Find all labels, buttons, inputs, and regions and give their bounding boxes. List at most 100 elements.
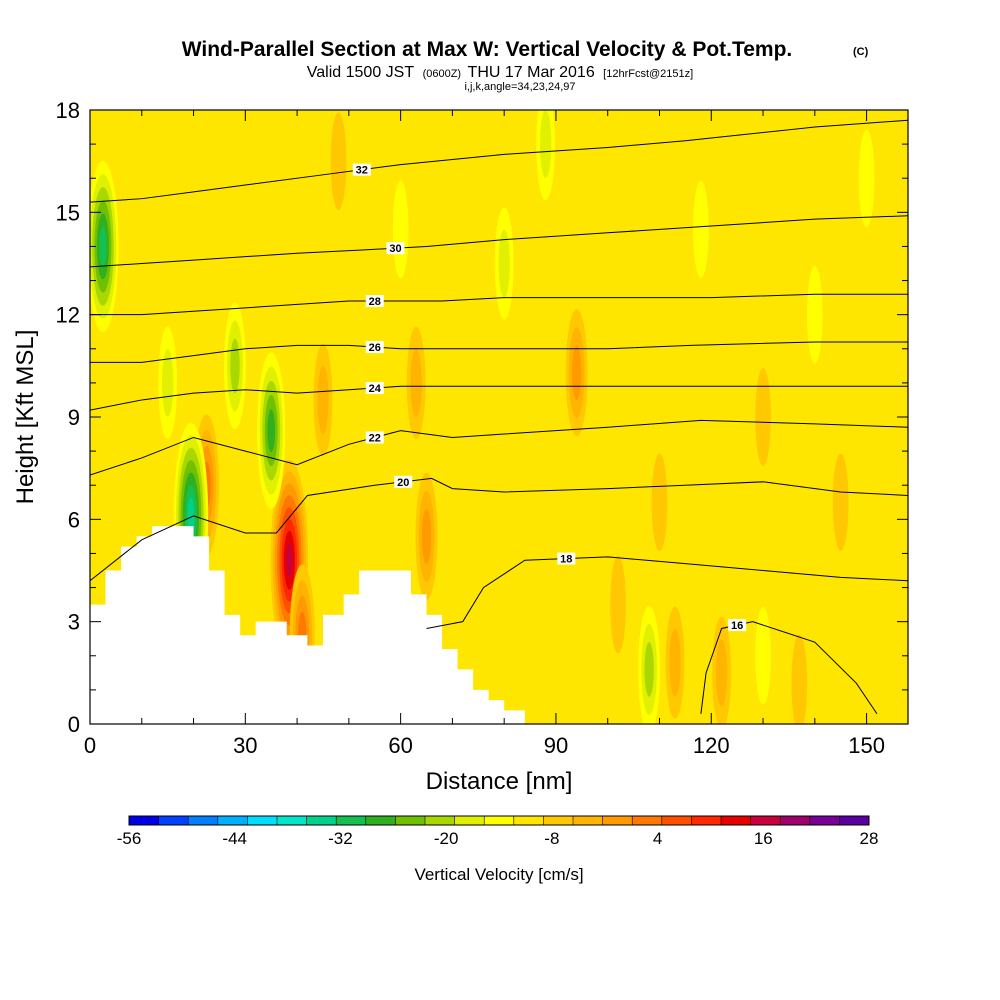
- theta-contour-line: [90, 419, 908, 476]
- plot-area: 16 18 20 22 24 26 28 30 32: [90, 110, 908, 724]
- x-tick-label: 120: [693, 733, 730, 758]
- velocity-level: [330, 112, 347, 210]
- colorbar-label: -32: [328, 829, 353, 848]
- velocity-feature: [806, 265, 823, 364]
- velocity-feature: [158, 326, 178, 440]
- y-axis-label: Height [Kft MSL]: [12, 330, 39, 505]
- contour-label-bg: [728, 619, 747, 632]
- theta-contour-label: 20: [394, 475, 413, 489]
- contour-label-bg: [386, 242, 405, 255]
- colorbar-segment: [365, 816, 396, 825]
- velocity-feature: [392, 180, 409, 279]
- velocity-level: [410, 349, 422, 417]
- y-tick-label: 9: [68, 405, 80, 430]
- contour-label-bg: [394, 475, 413, 488]
- colorbar-labels: -56 -44 -32 -20 -8 4 16 28: [117, 829, 879, 848]
- theta-contour-line: [90, 341, 908, 363]
- colorbar-segment: [691, 816, 722, 825]
- velocity-level: [669, 628, 681, 697]
- theta-contour-line: [426, 556, 908, 629]
- velocity-feature: [223, 302, 246, 430]
- colorbar-segment: [750, 816, 781, 825]
- theta-contour-line: [90, 477, 908, 582]
- colorbar-segment: [780, 816, 811, 825]
- y-tick-label: 18: [56, 98, 80, 123]
- velocity-level: [755, 368, 771, 466]
- theta-contour-label: 26: [365, 341, 384, 354]
- velocity-feature: [651, 453, 668, 552]
- velocity-feature: [665, 606, 685, 719]
- x-axis-label: Distance [nm]: [426, 768, 573, 795]
- contour-label-text: 18: [560, 554, 572, 566]
- x-tick-label: 60: [388, 733, 412, 758]
- contour-label-text: 24: [369, 383, 382, 395]
- velocity-level: [498, 229, 510, 298]
- velocity-feature: [610, 555, 626, 654]
- velocity-level: [644, 642, 654, 697]
- contour-label-text: 20: [397, 477, 409, 489]
- contour-label-bg: [365, 341, 384, 354]
- subtitle-date: THU 17 Mar 2016: [468, 64, 595, 81]
- contour-label-text: 26: [369, 342, 381, 354]
- theta-contour-line: [700, 621, 878, 715]
- theta-contour-label: 18: [557, 552, 576, 566]
- velocity-level: [539, 110, 552, 178]
- colorbar-segment: [306, 816, 337, 825]
- colorbar-segment: [839, 816, 870, 825]
- colorbar-segment: [277, 816, 308, 825]
- colorbar-segment: [395, 816, 426, 825]
- velocity-feature: [406, 326, 426, 440]
- velocity-level: [286, 542, 293, 578]
- velocity-level: [651, 453, 668, 552]
- velocity-feature: [755, 368, 771, 466]
- colorbar-segment: [721, 816, 752, 825]
- y-tick-label: 6: [68, 507, 80, 532]
- theta-contour-label: 22: [365, 431, 384, 444]
- velocity-level: [317, 366, 329, 434]
- colorbar-label: 28: [860, 829, 879, 848]
- subtitle-forecast: [12hrFcst@2151z]: [603, 68, 693, 80]
- contour-label-text: 28: [369, 296, 381, 308]
- colorbar-segment: [661, 816, 692, 825]
- colorbar-segment: [425, 816, 456, 825]
- velocity-level: [571, 345, 582, 400]
- contour-label-bg: [557, 552, 576, 565]
- velocity-feature: [693, 180, 709, 279]
- subtitle-zulu: (0600Z): [423, 68, 462, 80]
- velocity-level: [791, 634, 808, 724]
- velocity-feature: [565, 309, 588, 437]
- y-tick-label: 0: [68, 712, 80, 737]
- colorbar-label: 16: [754, 829, 773, 848]
- colorbar-title: Vertical Velocity [cm/s]: [414, 865, 583, 884]
- colorbar-segment: [188, 816, 219, 825]
- velocity-feature: [494, 207, 514, 320]
- velocity-feature: [415, 472, 438, 600]
- colorbar-segment: [809, 816, 840, 825]
- velocity-feature: [90, 160, 119, 333]
- velocity-level: [610, 555, 626, 654]
- velocity-level: [230, 338, 240, 394]
- x-axis: 0 30 60 90 120 150: [84, 110, 885, 758]
- colorbar-segment: [454, 816, 485, 825]
- y-tick-label: 3: [68, 610, 80, 635]
- colorbar-segment: [484, 816, 515, 825]
- theta-contour-label: 30: [386, 242, 405, 255]
- theta-contour-label: 16: [728, 619, 747, 632]
- theta-contour-label: 24: [365, 382, 384, 395]
- theta-contour-line: [90, 119, 908, 203]
- contour-label-bg: [352, 163, 371, 176]
- contour-label-text: 22: [369, 432, 381, 444]
- velocity-level: [806, 265, 823, 364]
- velocity-level: [421, 509, 432, 564]
- colorbar-segment: [543, 816, 574, 825]
- y-tick-label: 15: [56, 200, 80, 225]
- y-axis: 0 3 6 9 12 15 18: [56, 98, 908, 737]
- chart-title-tag: (C): [853, 46, 869, 58]
- contour-label-bg: [365, 295, 384, 308]
- velocity-feature: [832, 453, 849, 552]
- theta-contour-labels: 16 18 20 22 24 26 28 30 32: [352, 163, 747, 632]
- x-tick-label: 0: [84, 733, 96, 758]
- colorbar-segment: [129, 816, 160, 825]
- theta-contour-line: [90, 293, 908, 316]
- y-tick-label: 12: [56, 303, 80, 328]
